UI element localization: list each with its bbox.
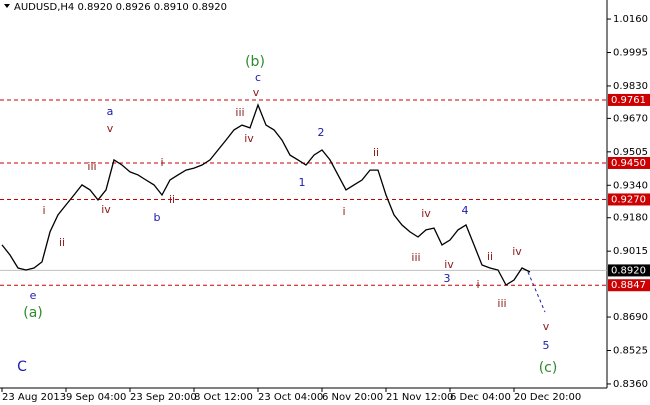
y-tick-label: 0.9340 — [613, 180, 648, 191]
y-tick-label: 0.8690 — [613, 312, 648, 323]
wave-label: v — [543, 320, 550, 333]
level-box — [608, 193, 650, 206]
wave-label: ii — [487, 250, 493, 263]
wave-label: 1 — [299, 176, 306, 189]
wave-label: iii — [87, 160, 96, 173]
wave-label: iii — [235, 106, 244, 119]
level-box — [608, 279, 650, 292]
last-price-label: 0.8920 — [611, 265, 646, 276]
wave-label: i — [42, 204, 45, 217]
y-tick-label: 0.9180 — [613, 213, 648, 224]
wave-label: v — [107, 122, 114, 135]
wave-label: (a) — [23, 305, 43, 321]
x-tick-label: 23 Sep 20:00 — [130, 392, 197, 403]
wave-label: ii — [169, 193, 175, 206]
y-tick-label: 1.0160 — [613, 14, 648, 25]
x-tick-label: 8 Oct 12:00 — [194, 392, 253, 403]
projection-line — [527, 271, 546, 313]
wave-label: 2 — [318, 126, 325, 139]
wave-label: ii — [373, 146, 379, 159]
x-tick-label: 21 Nov 12:00 — [386, 392, 453, 403]
wave-label: iv — [244, 132, 254, 145]
x-tick-label: 6 Nov 20:00 — [322, 392, 383, 403]
chart-title: AUDUSD,H4 0.8920 0.8926 0.8910 0.8920 — [14, 2, 227, 13]
x-tick-label: 9 Sep 04:00 — [66, 392, 126, 403]
x-tick-label: 20 Dec 20:00 — [514, 392, 581, 403]
wave-label: (c) — [539, 360, 558, 376]
wave-label: iv — [101, 203, 111, 216]
level-label: 0.8847 — [611, 280, 646, 291]
wave-label: i — [342, 205, 345, 218]
level-box — [608, 93, 650, 106]
menu-triangle — [4, 4, 10, 8]
wave-label: i — [160, 156, 163, 169]
y-tick-label: 0.8525 — [613, 345, 648, 356]
wave-label: iv — [512, 245, 522, 258]
wave-label: 5 — [543, 339, 550, 352]
wave-label: 4 — [462, 204, 469, 217]
y-tick-label: 0.9670 — [613, 113, 648, 124]
wave-label: iii — [411, 251, 420, 264]
wave-label: e — [30, 289, 37, 302]
price-line — [1, 103, 531, 286]
level-label: 0.9761 — [611, 95, 646, 106]
x-tick-label: 23 Aug 2013 — [2, 392, 66, 403]
y-tick-label: 0.9505 — [613, 147, 648, 158]
wave-label: iv — [421, 207, 431, 220]
wave-label: ii — [59, 236, 65, 249]
x-tick-label: 23 Oct 04:00 — [258, 392, 323, 403]
last-price-box — [608, 264, 650, 277]
wave-label: 3 — [444, 272, 451, 285]
y-tick-label: 0.8360 — [613, 379, 648, 390]
wave-label: (b) — [245, 54, 265, 70]
level-label: 0.9270 — [611, 194, 646, 205]
y-tick-label: 0.9830 — [613, 81, 648, 92]
wave-label: iv — [444, 258, 454, 271]
wave-label: c — [255, 71, 261, 84]
wave-label: iii — [497, 297, 506, 310]
level-box — [608, 156, 650, 169]
y-tick-label: 0.9015 — [613, 246, 648, 257]
level-label: 0.9450 — [611, 158, 646, 169]
x-tick-label: 6 Dec 04:00 — [450, 392, 511, 403]
wave-label: v — [253, 86, 260, 99]
wave-label: i — [476, 278, 479, 291]
wave-label: a — [107, 105, 114, 118]
y-tick-label: 0.9995 — [613, 48, 648, 59]
wave-label: b — [154, 211, 161, 224]
wave-label: C — [17, 359, 27, 375]
